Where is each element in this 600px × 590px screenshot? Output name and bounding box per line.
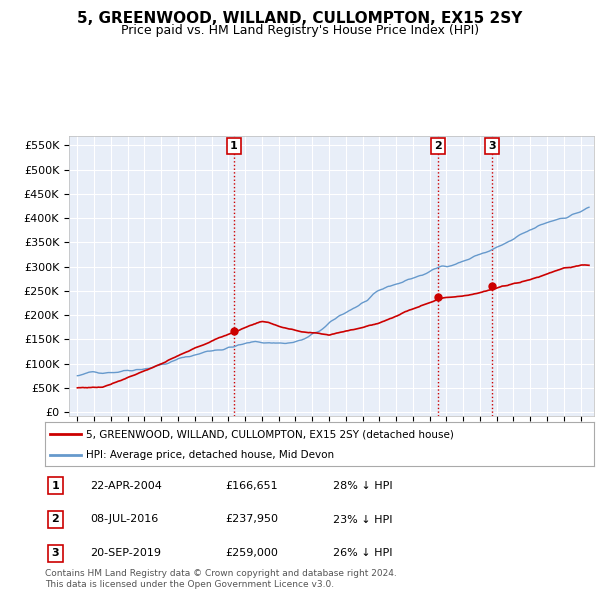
Text: HPI: Average price, detached house, Mid Devon: HPI: Average price, detached house, Mid …	[86, 450, 334, 460]
Text: 1: 1	[52, 481, 59, 491]
Text: 2: 2	[434, 142, 442, 152]
Text: 22-APR-2004: 22-APR-2004	[90, 481, 162, 491]
Text: 28% ↓ HPI: 28% ↓ HPI	[333, 481, 392, 491]
Text: 2: 2	[52, 514, 59, 525]
Text: 08-JUL-2016: 08-JUL-2016	[90, 514, 158, 525]
Text: £237,950: £237,950	[225, 514, 278, 525]
Text: 5, GREENWOOD, WILLAND, CULLOMPTON, EX15 2SY: 5, GREENWOOD, WILLAND, CULLOMPTON, EX15 …	[77, 11, 523, 25]
Text: 26% ↓ HPI: 26% ↓ HPI	[333, 548, 392, 558]
Text: 3: 3	[488, 142, 496, 152]
Text: 3: 3	[52, 548, 59, 558]
Text: £259,000: £259,000	[225, 548, 278, 558]
Text: Contains HM Land Registry data © Crown copyright and database right 2024.
This d: Contains HM Land Registry data © Crown c…	[45, 569, 397, 589]
Text: 5, GREENWOOD, WILLAND, CULLOMPTON, EX15 2SY (detached house): 5, GREENWOOD, WILLAND, CULLOMPTON, EX15 …	[86, 430, 454, 439]
Text: 23% ↓ HPI: 23% ↓ HPI	[333, 514, 392, 525]
Text: Price paid vs. HM Land Registry's House Price Index (HPI): Price paid vs. HM Land Registry's House …	[121, 24, 479, 37]
Text: £166,651: £166,651	[225, 481, 278, 491]
Text: 1: 1	[230, 142, 238, 152]
Text: 20-SEP-2019: 20-SEP-2019	[90, 548, 161, 558]
